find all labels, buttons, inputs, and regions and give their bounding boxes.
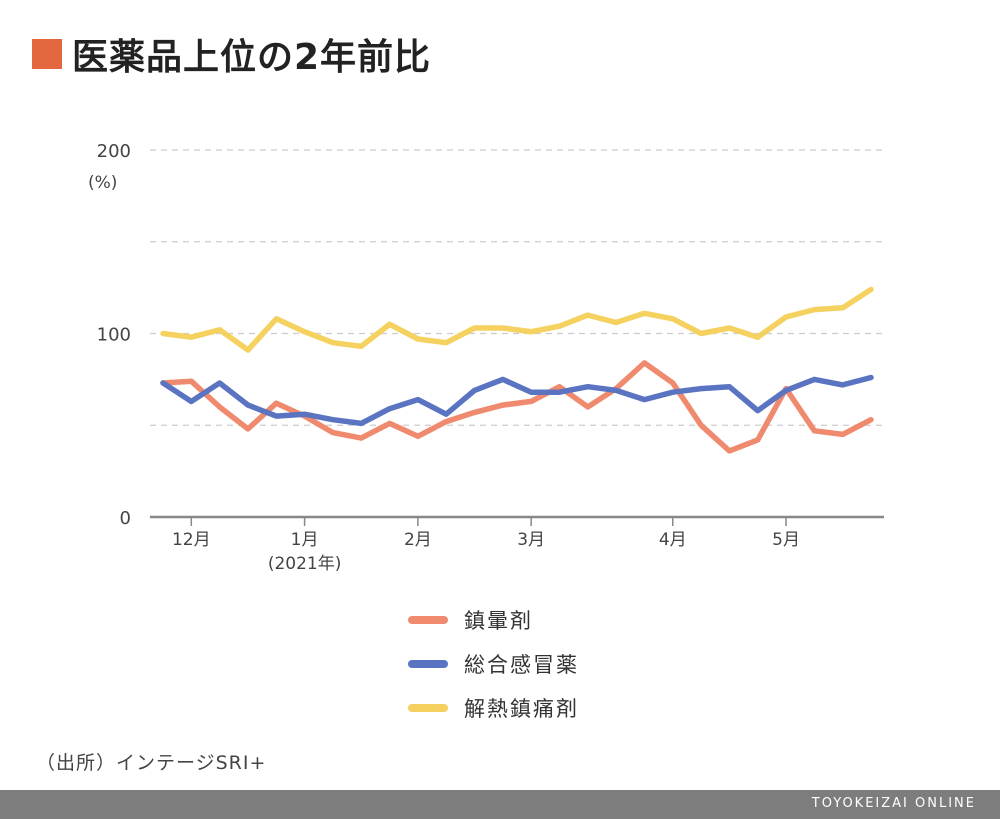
legend-swatch-1 [408, 660, 448, 668]
legend-item-0: 鎮暈剤 [408, 598, 579, 642]
brand-label: TOYOKEIZAI ONLINE [811, 796, 976, 811]
y-tick-label: 100 [97, 325, 131, 346]
line-chart: 0 100 200 (%) 12月 1月 2月 3月 4月 5月 (2021年) [88, 141, 884, 574]
legend-label-2: 解熱鎮痛剤 [464, 697, 579, 721]
source-note: （出所）インテージSRI+ [36, 752, 267, 774]
y-tick-label: 0 [120, 508, 131, 529]
x-tick-label: 2月 [404, 530, 432, 550]
legend: 鎮暈剤 総合感冒薬 解熱鎮痛剤 [408, 598, 579, 730]
x-tick-label: 12月 [172, 530, 211, 550]
legend-label-0: 鎮暈剤 [464, 609, 533, 633]
title-block: 医薬品上位の2年前比 [32, 28, 431, 80]
chart-title: 医薬品上位の2年前比 [72, 37, 432, 78]
x-tick-label: 1月 [291, 530, 319, 550]
x-tick-label: 3月 [517, 530, 545, 550]
legend-item-2: 解熱鎮痛剤 [408, 686, 579, 730]
legend-label-1: 総合感冒薬 [464, 653, 579, 677]
series-line-2 [160, 286, 874, 353]
x-tick-label: 5月 [772, 530, 800, 550]
y-tick-label: 200 [97, 141, 131, 162]
x-tick-label: 4月 [659, 530, 687, 550]
series-line-1 [160, 374, 874, 427]
legend-swatch-2 [408, 704, 448, 712]
legend-swatch-0 [408, 616, 448, 624]
title-square-icon [32, 39, 62, 69]
footer-bar: TOYOKEIZAI ONLINE [0, 790, 1000, 819]
series-line-0 [160, 360, 874, 454]
legend-item-1: 総合感冒薬 [408, 642, 579, 686]
x-sub-label: (2021年) [268, 554, 342, 574]
y-unit-label: (%) [88, 173, 117, 193]
